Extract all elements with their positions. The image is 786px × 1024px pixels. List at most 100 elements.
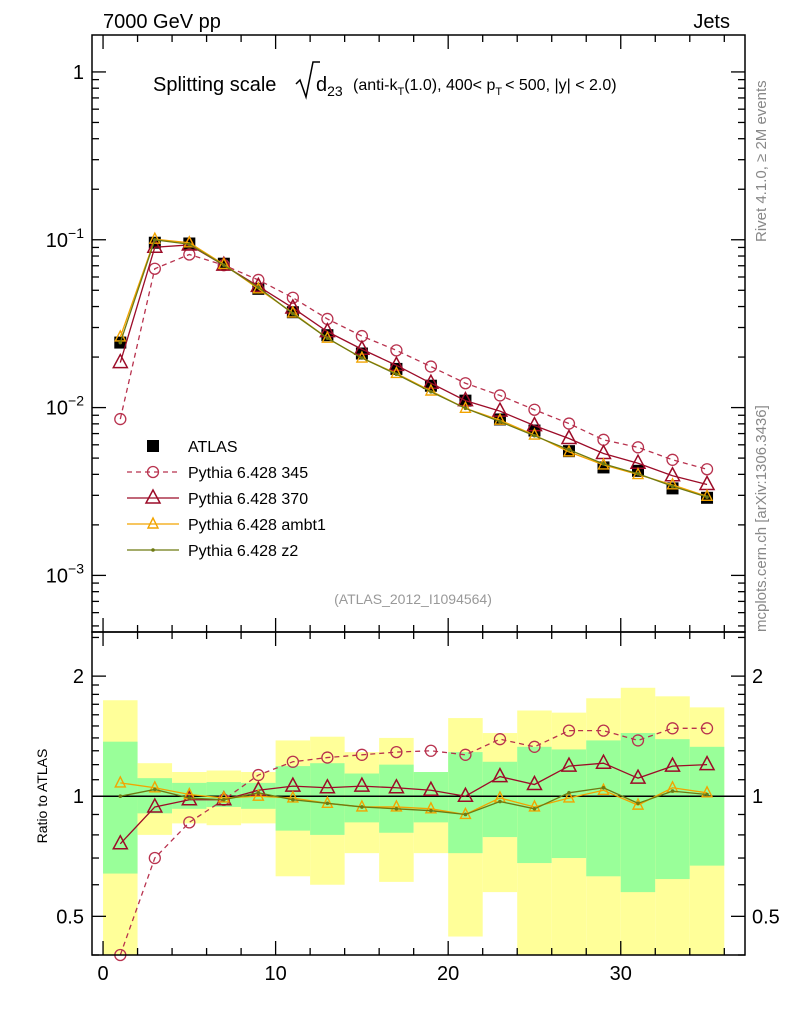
- legend-marker: [144, 488, 162, 504]
- pythia-6-428-345-ratio-point: [355, 748, 369, 761]
- pythia-6-428-ambt1-ratio-point: [631, 797, 645, 810]
- pythia-6-428-370-ratio-point: [353, 776, 371, 792]
- pythia-6-428-ambt1-ratio-point: [252, 788, 265, 801]
- pythia-6-428-345-ratio-point: [493, 733, 507, 746]
- pythia-6-428-ambt1-ratio-point: [390, 799, 403, 812]
- pythia-6-428-345-point: [631, 441, 645, 454]
- pythia-6-428-345-point: [114, 412, 127, 426]
- pythia-6-428-z2-ratio-point: [153, 787, 157, 792]
- pythia-6-428-370-ratio-point: [112, 834, 129, 850]
- pythia-6-428-345-point: [528, 403, 541, 416]
- pythia-6-428-345-point: [493, 389, 507, 402]
- pythia-6-428-370-ratio-point: [388, 778, 405, 794]
- stat-uncertainty-band: [551, 749, 587, 859]
- header-right: Jets: [693, 11, 730, 33]
- ratio-y-tick-label-right: 2: [752, 666, 763, 688]
- pythia-6-428-345-main-line: [119, 253, 708, 470]
- stat-uncertainty-band: [413, 772, 449, 823]
- pythia-6-428-z2-point: [118, 340, 123, 345]
- pythia-6-428-370-ratio-point: [560, 756, 578, 772]
- pythia-6-428-370-ratio-point: [664, 756, 681, 772]
- pythia-6-428-z2-point: [325, 336, 330, 340]
- pythia-6-428-345-ratio-point: [424, 744, 438, 757]
- pythia-6-428-ambt1-ratio-point: [528, 799, 541, 812]
- title-var: d23: [316, 74, 343, 99]
- pythia-6-428-370-point: [388, 355, 405, 372]
- pythia-6-428-z2-ratio-point: [601, 785, 606, 790]
- pythia-6-428-ambt1-ratio-point: [286, 790, 300, 803]
- ratio-y-tick-label: 2: [73, 666, 84, 688]
- pythia-6-428-345-ratio-point: [666, 722, 679, 735]
- stat-uncertainty-band: [586, 740, 621, 877]
- pythia-6-428-345-point: [424, 360, 438, 373]
- pythia-6-428-370-point: [560, 428, 578, 445]
- pythia-6-428-z2-point: [498, 419, 502, 424]
- pythia-6-428-370-point: [112, 352, 129, 369]
- pythia-6-428-z2-ratio-line: [120, 787, 708, 816]
- pythia-6-428-345-point: [597, 433, 610, 446]
- pythia-6-428-370-ratio-point: [629, 768, 647, 784]
- pythia-6-428-370-ratio-point: [526, 774, 543, 791]
- ratio-y-tick-label-right: 0.5: [752, 906, 780, 928]
- pythia-6-428-z2-point: [291, 311, 295, 316]
- pythia-6-428-ambt1-ratio-point: [424, 801, 438, 814]
- header-left: 7000 GeV pp: [103, 11, 221, 33]
- series-marks: [112, 231, 716, 962]
- legend: ATLAS Pythia 6.428 345 Pythia 6.428 370 Pyt…: [127, 439, 326, 560]
- pythia-6-428-345-ratio-point: [597, 724, 610, 737]
- pythia-6-428-370-ratio-point: [250, 780, 267, 797]
- pythia-6-428-370-point: [664, 466, 681, 482]
- y-tick-label: 1: [73, 62, 84, 84]
- pythia-6-428-345-point: [562, 417, 576, 430]
- pythia-6-428-370-point: [422, 373, 440, 389]
- pythia-6-428-ambt1-ratio-point: [217, 790, 230, 803]
- pythia-6-428-370-ratio-point: [491, 767, 509, 783]
- title-cuts: (anti-kT(1.0), 400< pT < 500, |y| < 2.0): [353, 77, 617, 98]
- pythia-6-428-370-ratio-point: [698, 755, 716, 771]
- pythia-6-428-345-point: [286, 291, 300, 304]
- pythia-6-428-345-point: [700, 463, 714, 476]
- uncertainty-bands: [92, 687, 745, 955]
- pythia-6-428-z2-point: [705, 495, 709, 499]
- pythia-6-428-z2-ratio-point: [360, 805, 364, 809]
- legend-label-pythia-6-428-z2: Pythia 6.428 z2: [188, 543, 298, 560]
- stat-uncertainty-band: [379, 764, 414, 833]
- ratio-y-tick-label: 1: [73, 786, 84, 808]
- stat-uncertainty-band: [482, 761, 518, 838]
- pythia-6-428-ambt1-point: [148, 231, 161, 244]
- pythia-6-428-z2-point: [429, 389, 433, 394]
- pythia-6-428-345-ratio-point: [562, 724, 576, 737]
- pythia-6-428-z2-ratio-point: [705, 792, 709, 797]
- pythia-6-428-z2-point: [636, 471, 640, 476]
- stat-uncertainty-band: [103, 741, 138, 874]
- pythia-6-428-370-ratio-point: [422, 780, 440, 797]
- pythia-6-428-370-ratio-point: [457, 786, 474, 802]
- x-tick-label: 0: [97, 963, 108, 985]
- pythia-6-428-370-point: [457, 391, 474, 407]
- legend-label-pythia-6-428-ambt1: Pythia 6.428 ambt1: [188, 517, 326, 534]
- pythia-6-428-z2-ratio-point: [291, 797, 295, 802]
- legend-label-pythia-6-428-370: Pythia 6.428 370: [188, 491, 308, 508]
- stat-uncertainty-band: [689, 746, 725, 866]
- pythia-6-428-z2-ratio-point: [498, 799, 502, 804]
- pythia-6-428-ambt1-ratio-point: [114, 775, 127, 788]
- pythia-6-428-345-ratio-point: [700, 722, 714, 735]
- pythia-6-428-z2-ratio-point: [187, 796, 192, 800]
- pythia-6-428-345-ratio-point: [459, 748, 472, 761]
- pythia-6-428-z2-ratio-point: [394, 807, 399, 811]
- legend-label-atlas: ATLAS: [188, 439, 238, 456]
- legend-marker: [147, 440, 159, 452]
- stat-uncertainty-band: [448, 752, 483, 854]
- plot-title: Splitting scale d23 (anti-kT(1.0), 400< …: [153, 61, 617, 100]
- pythia-6-428-370-ratio-point: [319, 778, 336, 794]
- pythia-6-428-345-ratio-point: [286, 755, 300, 768]
- pythia-6-428-z2-point: [187, 242, 192, 247]
- axes: 0 10 20 30 1 10−1 10−2 10−3 2 2 1 1 0.5 0.5: [46, 35, 780, 985]
- pythia-6-428-z2-ratio-point: [325, 801, 330, 806]
- legend-label-pythia-6-428-345: Pythia 6.428 345: [188, 465, 308, 482]
- pythia-6-428-z2-ratio-point: [118, 794, 123, 799]
- rivet-version-label: Rivet 4.1.0, ≥ 2M events: [753, 80, 770, 242]
- pythia-6-428-z2-point: [601, 462, 606, 466]
- pythia-6-428-345-ratio-point: [321, 751, 334, 764]
- pythia-6-428-z2-point: [153, 238, 157, 242]
